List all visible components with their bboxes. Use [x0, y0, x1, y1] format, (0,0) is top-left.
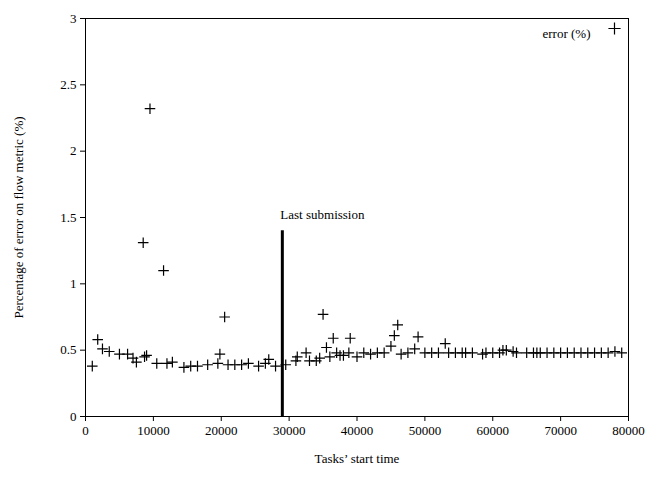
svg-text:1.5: 1.5 [60, 210, 76, 225]
svg-text:0.5: 0.5 [60, 342, 76, 357]
svg-text:Last submission: Last submission [280, 207, 365, 222]
svg-text:10000: 10000 [137, 423, 170, 438]
svg-text:20000: 20000 [205, 423, 238, 438]
svg-text:error (%): error (%) [543, 26, 591, 41]
svg-text:1: 1 [70, 276, 77, 291]
svg-text:80000: 80000 [612, 423, 645, 438]
svg-text:2: 2 [70, 143, 77, 158]
svg-text:50000: 50000 [409, 423, 442, 438]
svg-text:3: 3 [70, 11, 77, 26]
svg-text:0: 0 [82, 423, 89, 438]
svg-text:60000: 60000 [477, 423, 510, 438]
svg-text:2.5: 2.5 [60, 77, 76, 92]
svg-text:Percentage of error on flow me: Percentage of error on flow metric (%) [11, 116, 26, 318]
svg-text:Tasks’ start time: Tasks’ start time [315, 451, 400, 466]
svg-text:40000: 40000 [341, 423, 374, 438]
svg-text:30000: 30000 [273, 423, 306, 438]
svg-text:0: 0 [70, 409, 77, 424]
svg-text:70000: 70000 [544, 423, 577, 438]
